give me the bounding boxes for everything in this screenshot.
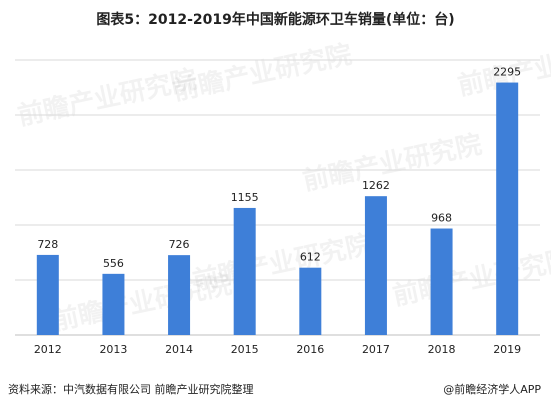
- bar-value-label-2013: 556: [103, 257, 124, 270]
- bar-2017: [364, 196, 387, 335]
- bar-2018: [430, 228, 453, 335]
- bars: [36, 82, 519, 335]
- x-tick-label-2018: 2018: [428, 343, 456, 356]
- watermark: 前瞻产业研究院: [170, 39, 354, 107]
- bar-value-label-2014: 726: [169, 238, 190, 251]
- watermark: 前瞻产业研究院: [300, 129, 484, 197]
- x-tick-label-2013: 2013: [99, 343, 127, 356]
- bar-value-label-2016: 612: [300, 251, 321, 264]
- watermark: 前瞻产业研究院: [390, 244, 551, 312]
- x-tick-label-2019: 2019: [493, 343, 521, 356]
- x-tick-label-2012: 2012: [34, 343, 62, 356]
- bar-2016: [299, 267, 322, 335]
- bar-value-labels: 728 556 726 1155 612 1262 968 2295: [37, 66, 521, 270]
- bar-2015: [233, 207, 256, 335]
- source-note: 资料来源：中汽数据有限公司 前瞻产业研究院整理: [8, 383, 254, 396]
- x-tick-label-2014: 2014: [165, 343, 193, 356]
- bar-value-label-2019: 2295: [493, 66, 521, 79]
- bar-value-label-2015: 1155: [231, 191, 259, 204]
- bar-2014: [168, 255, 191, 335]
- watermark-layer: 前瞻产业研究院前瞻产业研究院前瞻产业研究院前瞻产业研究院前瞻产业研究院前瞻产业研…: [15, 34, 551, 337]
- bar-value-label-2018: 968: [431, 212, 452, 225]
- credit-note: @前瞻经济学人APP: [443, 383, 541, 396]
- watermark: 前瞻产业研究院: [190, 229, 374, 297]
- bar-2012: [36, 254, 59, 335]
- x-tick-labels: 2012 2013 2014 2015 2016 2017 2018 2019: [34, 343, 521, 356]
- x-tick-label-2017: 2017: [362, 343, 390, 356]
- bar-value-label-2017: 1262: [362, 179, 390, 192]
- bar-2013: [102, 273, 125, 335]
- bar-2019: [496, 82, 519, 335]
- x-tick-label-2015: 2015: [231, 343, 259, 356]
- bar-value-label-2012: 728: [37, 238, 58, 251]
- watermark: 前瞻产业研究院: [15, 64, 199, 132]
- chart-title: 图表5：2012-2019年中国新能源环卫车销量(单位：台): [96, 12, 455, 28]
- x-tick-label-2016: 2016: [296, 343, 324, 356]
